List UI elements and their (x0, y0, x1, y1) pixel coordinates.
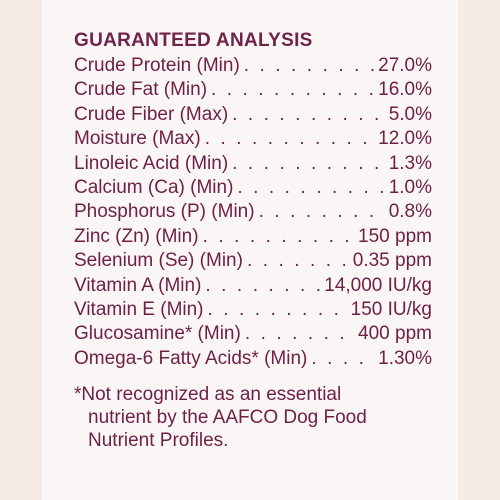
row-label: Vitamin E (Min) (74, 298, 204, 320)
row-value: 1.0% (388, 176, 432, 198)
row-value: 400 ppm (358, 323, 432, 345)
row-label: Selenium (Se) (Min) (74, 250, 243, 272)
guaranteed-analysis-panel: GUARANTEED ANALYSIS Crude Protein (Min) … (42, 0, 458, 500)
dot-leader (311, 347, 374, 371)
dot-leader (203, 225, 354, 249)
table-row: Selenium (Se) (Min) 0.35 ppm (74, 249, 432, 273)
table-row: Omega-6 Fatty Acids* (Min) 1.30% (74, 347, 432, 371)
table-row: Crude Fat (Min) 16.0% (74, 78, 432, 102)
row-label: Linoleic Acid (Min) (74, 152, 229, 174)
row-label: Zinc (Zn) (Min) (74, 225, 199, 247)
row-value: 0.35 ppm (352, 250, 432, 272)
footnote-line: *Not recognized as an essential (74, 384, 342, 406)
row-value: 12.0% (378, 128, 432, 150)
row-label: Crude Fiber (Max) (74, 103, 229, 125)
row-label: Phosphorus (P) (Min) (74, 201, 255, 223)
row-value: 0.8% (388, 201, 432, 223)
dot-leader (259, 200, 385, 224)
footnote: *Not recognized as an essential nutrient… (74, 383, 432, 452)
row-label: Moisture (Max) (74, 128, 201, 150)
dot-leader (232, 152, 385, 176)
table-row: Phosphorus (P) (Min) 0.8% (74, 200, 432, 224)
table-row: Crude Protein (Min) 27.0% (74, 54, 432, 78)
table-row: Vitamin A (Min) 14,000 IU/kg (74, 274, 432, 298)
row-value: 16.0% (378, 79, 432, 101)
dot-leader (245, 322, 354, 346)
dot-leader (211, 78, 374, 102)
table-row: Vitamin E (Min) 150 IU/kg (74, 298, 432, 322)
row-value: 14,000 IU/kg (324, 274, 432, 296)
table-row: Calcium (Ca) (Min) 1.0% (74, 176, 432, 200)
panel-heading: GUARANTEED ANALYSIS (74, 30, 313, 51)
row-value: 1.30% (378, 347, 432, 369)
row-value: 150 ppm (358, 225, 432, 247)
row-value: 5.0% (388, 103, 432, 125)
row-label: Calcium (Ca) (Min) (74, 176, 234, 198)
dot-leader (247, 249, 349, 273)
dot-leader (244, 54, 374, 78)
footnote-line: nutrient by the AAFCO Dog Food (88, 407, 367, 429)
row-label: Vitamin A (Min) (74, 274, 202, 296)
table-row: Glucosamine* (Min) 400 ppm (74, 322, 432, 346)
row-value: 1.3% (388, 152, 432, 174)
row-label: Glucosamine* (Min) (74, 323, 241, 345)
footnote-line: Nutrient Profiles. (88, 430, 229, 452)
table-row: Linoleic Acid (Min) 1.3% (74, 152, 432, 176)
dot-leader (237, 176, 384, 200)
table-row: Zinc (Zn) (Min) 150 ppm (74, 225, 432, 249)
dot-leader (208, 298, 347, 322)
analysis-table: Crude Protein (Min) 27.0% Crude Fat (Min… (74, 54, 432, 371)
row-label: Omega-6 Fatty Acids* (Min) (74, 347, 308, 369)
table-row: Crude Fiber (Max) 5.0% (74, 103, 432, 127)
row-label: Crude Protein (Min) (74, 55, 240, 76)
dot-leader (232, 103, 385, 127)
dot-leader (205, 127, 374, 151)
row-label: Crude Fat (Min) (74, 79, 208, 101)
row-value: 27.0% (378, 55, 432, 76)
table-row: Moisture (Max) 12.0% (74, 127, 432, 151)
dot-leader (205, 274, 320, 298)
row-value: 150 IU/kg (350, 298, 432, 320)
